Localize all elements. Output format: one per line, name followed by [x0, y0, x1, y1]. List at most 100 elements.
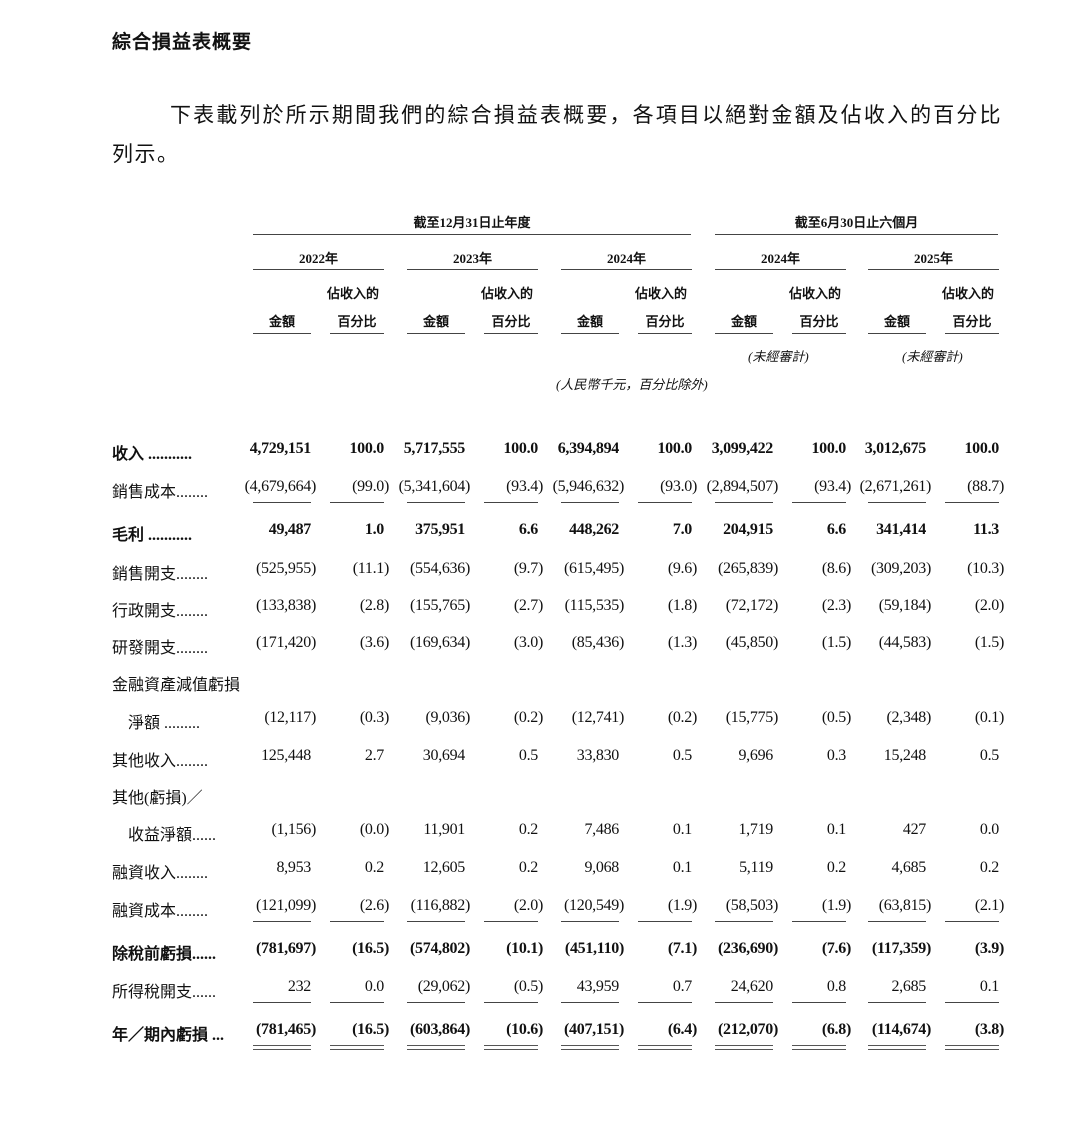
double-rule [638, 1045, 692, 1050]
subtotal-rule [330, 921, 384, 922]
subtotal-rule [253, 921, 311, 922]
pct-cell: 0.5 [518, 747, 538, 764]
pct-header-line2: 百分比 [952, 314, 992, 329]
double-rule [715, 1045, 773, 1050]
pct-cell: (9.7) [513, 560, 543, 577]
amount-cell: (59,184) [878, 597, 932, 614]
amount-cell: (116,882) [410, 897, 471, 914]
double-rule [561, 1045, 619, 1050]
pct-cell: (88.7) [967, 478, 1004, 495]
row-label: 銷售開支........ [112, 566, 209, 583]
pct-cell: 1.0 [364, 521, 384, 538]
amount-cell: (169,634) [410, 634, 470, 651]
row-label: 除稅前虧損...... [112, 946, 217, 963]
subtotal-rule [945, 1002, 999, 1003]
amount-cell: 375,951 [415, 521, 465, 538]
row-label: 收益淨額...... [112, 827, 217, 844]
column-rule [253, 333, 311, 334]
pct-cell: (6.8) [821, 1021, 851, 1038]
amount-cell: (12,117) [264, 709, 316, 726]
pct-cell: 6.6 [518, 521, 538, 538]
subtotal-rule [715, 1002, 773, 1003]
pct-cell: (2.0) [974, 597, 1004, 614]
pct-cell: (2.7) [513, 597, 543, 614]
amount-cell: 204,915 [723, 521, 773, 538]
pct-cell: 0.8 [826, 978, 846, 995]
pct-cell: (1.9) [821, 897, 851, 914]
amount-cell: 341,414 [876, 521, 926, 538]
amount-header: 金額 [883, 314, 910, 329]
group-rule [715, 234, 998, 235]
column-rule [715, 333, 773, 334]
pct-cell: (0.5) [513, 978, 543, 995]
amount-cell: (525,955) [256, 560, 316, 577]
amount-cell: 7,486 [584, 821, 619, 838]
amount-cell: (72,172) [725, 597, 779, 614]
pct-cell: (6.4) [667, 1021, 697, 1038]
amount-cell: (236,690) [718, 940, 778, 957]
group-header-annual: 截至12月31日止年度 [413, 215, 531, 230]
row-label: 其他(虧損)／ [112, 790, 203, 807]
pct-cell: 100.0 [964, 440, 999, 457]
pct-cell: 100.0 [503, 440, 538, 457]
pct-header-line2: 百分比 [491, 314, 531, 329]
pct-cell: 100.0 [657, 440, 692, 457]
pct-cell: (93.4) [506, 478, 543, 495]
subtotal-rule [792, 1002, 846, 1003]
subtotal-rule [561, 502, 619, 503]
amount-cell: (212,070) [718, 1021, 778, 1038]
pct-cell: (0.0) [359, 821, 389, 838]
pct-cell: (93.0) [660, 478, 697, 495]
double-rule [484, 1045, 538, 1050]
column-rule [330, 333, 384, 334]
pct-cell: 0.0 [364, 978, 384, 995]
amount-cell: (45,850) [725, 634, 779, 651]
subtotal-rule [715, 502, 773, 503]
pct-header-line1: 佔收入的 [941, 286, 994, 301]
amount-cell: 3,099,422 [711, 440, 774, 457]
amount-header: 金額 [730, 314, 757, 329]
pct-cell: (1.5) [821, 634, 851, 651]
subtotal-rule [638, 1002, 692, 1003]
pct-cell: 0.5 [979, 747, 999, 764]
pct-cell: (1.8) [667, 597, 697, 614]
amount-cell: 5,119 [739, 859, 773, 876]
subtotal-rule [561, 1002, 619, 1003]
row-label: 融資收入........ [112, 865, 209, 882]
amount-cell: 448,262 [569, 521, 619, 538]
pct-cell: (8.6) [821, 560, 851, 577]
amount-cell: (133,838) [256, 597, 316, 614]
amount-cell: (58,503) [725, 897, 779, 914]
subtotal-rule [253, 1002, 311, 1003]
subtotal-rule [484, 502, 538, 503]
pct-cell: (2.8) [359, 597, 389, 614]
pct-cell: (0.2) [513, 709, 543, 726]
amount-cell: (2,894,507) [706, 478, 779, 495]
amount-cell: (9,036) [425, 709, 470, 726]
subtotal-rule [868, 502, 926, 503]
pct-cell: 6.6 [826, 521, 846, 538]
amount-cell: (603,864) [410, 1021, 470, 1038]
pct-cell: (10.6) [506, 1021, 543, 1038]
amount-cell: 9,068 [584, 859, 619, 876]
amount-cell: 125,448 [261, 747, 311, 764]
pct-cell: (1.9) [667, 897, 697, 914]
subtotal-rule [561, 921, 619, 922]
year-rule [407, 269, 538, 270]
amount-header: 金額 [268, 314, 295, 329]
subtotal-rule [330, 502, 384, 503]
amount-cell: (15,775) [725, 709, 779, 726]
pct-cell: (2.0) [513, 897, 543, 914]
pct-cell: 0.1 [979, 978, 999, 995]
pct-cell: (7.6) [821, 940, 851, 957]
subtotal-rule [868, 921, 926, 922]
amount-cell: (4,679,664) [244, 478, 317, 495]
double-rule [253, 1045, 311, 1050]
subtotal-rule [638, 921, 692, 922]
pct-cell: (7.1) [667, 940, 697, 957]
pct-cell: 2.7 [364, 747, 384, 764]
pct-cell: 0.3 [826, 747, 846, 764]
amount-cell: 12,605 [422, 859, 466, 876]
pct-cell: 0.7 [672, 978, 692, 995]
pct-cell: (0.2) [667, 709, 697, 726]
